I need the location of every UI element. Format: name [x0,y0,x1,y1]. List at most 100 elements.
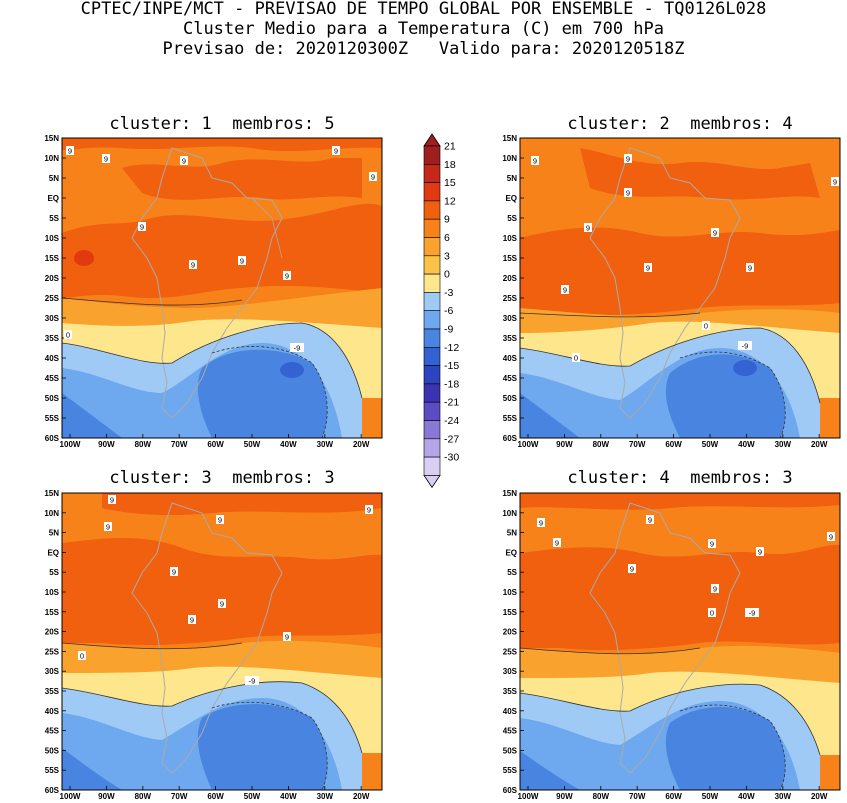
lon-tick-label: 100W [60,440,81,449]
lon-tick-label: 80W [593,440,610,449]
contour-label-box [708,608,716,617]
colorbar-label: -27 [444,433,459,445]
lat-tick-label: 5S [507,568,517,577]
contour-label: 9 [218,516,222,525]
contour-label-box [738,341,752,350]
contour-label: 9 [172,568,176,577]
lat-tick-label: 60S [45,786,60,795]
contour-label-box [711,228,719,237]
contour-label-box [628,564,636,573]
map-panel-4 [519,492,841,791]
lat-tick-label: 60S [503,434,518,443]
panel-title-4: cluster: 4 membros: 3 [567,468,793,488]
lat-tick-label: 50S [45,394,60,403]
colorbar-label: 15 [444,177,456,189]
colorbar-swatch [423,145,441,165]
colorbar-top-arrow [423,133,441,147]
colorbar-swatch [423,346,441,366]
contour-label-box [180,156,188,165]
contour-label: 9 [334,147,338,156]
colorbar-label: 9 [444,214,450,226]
lon-tick-label: 80W [135,792,152,801]
lat-tick-label: EQ [47,548,59,557]
lat-tick-label: 50S [45,746,60,755]
colorbar-label: -15 [444,360,459,372]
contour-label: 9 [191,261,195,270]
contour-label: 9 [586,224,590,233]
lat-tick-label: 55S [45,766,60,775]
contour-labels: 9 9 9 9 9 9 9 9 9 0 -9 9 9 9 9 9 9 9 9 9 0 -9 0 9 9 9 9 9 9 9 9 0 -9 9 9 9 9… [64,146,839,686]
lon-tick-label: 60W [207,792,224,801]
lon-tick-label: 50W [702,440,719,449]
lat-tick-label: 45S [503,727,518,736]
contour-label-box [238,256,246,265]
lat-tick-label: 40S [45,707,60,716]
contour-label-box [756,547,764,556]
colorbar-label: -12 [444,342,459,354]
lat-tick-label: 25S [503,294,518,303]
lat-tick-label: EQ [47,194,59,203]
panel-title-3: cluster: 3 membros: 3 [109,468,335,488]
colorbar-swatch [423,365,441,385]
lon-tick-label: 70W [629,440,646,449]
contour-label-box [104,522,112,531]
lat-tick-label: 30S [503,667,518,676]
colorbar-label: 18 [444,159,456,171]
lat-tick-label: 5S [49,568,59,577]
contour-label-box [711,584,719,593]
lon-tick-label: 60W [207,440,224,449]
contour-label: -9 [249,677,256,686]
lon-tick-label: 40W [280,440,297,449]
map-panel-1 [61,137,383,439]
contour-label: 9 [758,548,762,557]
lon-tick-label: 20W [811,792,828,801]
lat-tick-label: 20S [45,274,60,283]
colorbar-label: 21 [444,141,456,153]
lat-tick-label: 5N [49,529,59,538]
lon-tick-label: 20W [811,440,828,449]
lon-tick-label: 20W [353,440,370,449]
lat-tick-label: 25S [45,647,60,656]
axis-labels: 15N10N5NEQ5S10S15S20S25S30S35S40S45S50S5… [44,134,828,801]
contour-label: 9 [829,533,833,542]
lat-tick-label: 35S [503,687,518,696]
contour-label: 9 [646,264,650,273]
contour-label: 9 [190,616,194,625]
lat-tick-label: 10N [44,509,59,518]
lat-tick-label: 55S [45,414,60,423]
contour-label-box [102,154,110,163]
lat-tick-label: 45S [503,374,518,383]
contour-label-box [537,518,545,527]
contour-label-box [170,567,178,576]
contour-label-box [646,515,654,524]
contour-label: 9 [104,155,108,164]
contour-label: 9 [555,539,559,548]
colorbar-swatch [423,310,441,330]
colorbar-swatch [423,182,441,202]
lat-tick-label: 15S [503,608,518,617]
contour-label: 0 [66,331,70,340]
lon-tick-label: 50W [244,792,261,801]
colorbar-bottom-arrow [423,474,441,489]
lat-tick-label: 15N [502,134,517,143]
colorbar-swatch [423,401,441,421]
contour-label: 9 [285,633,289,642]
contour-label: 9 [285,272,289,281]
lat-tick-label: 15S [45,254,60,263]
lat-tick-label: 35S [45,334,60,343]
contour-label: 9 [630,565,634,574]
contour-label-box [108,495,116,504]
contour-label: 9 [367,506,371,515]
lon-tick-label: 30W [317,440,334,449]
contour-label: 9 [713,585,717,594]
contour-label: -9 [749,609,756,618]
lat-tick-label: 5N [49,174,59,183]
contour-label-box [572,353,580,362]
lat-tick-label: 55S [503,414,518,423]
contour-label-box [702,321,710,330]
contour-label-box [66,146,74,155]
contour-label: 9 [110,496,114,505]
colorbar-label: 3 [444,250,450,262]
lat-tick-label: EQ [505,194,517,203]
